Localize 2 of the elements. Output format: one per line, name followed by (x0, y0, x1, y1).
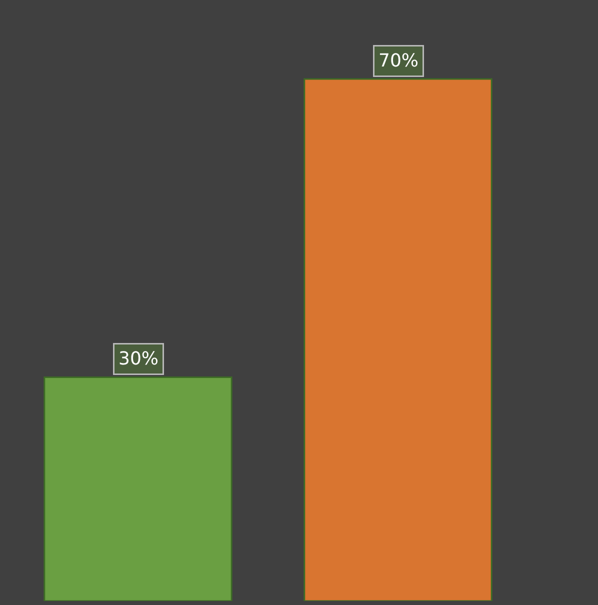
data-label: 30% (118, 348, 159, 370)
data-label: 70% (378, 50, 419, 72)
